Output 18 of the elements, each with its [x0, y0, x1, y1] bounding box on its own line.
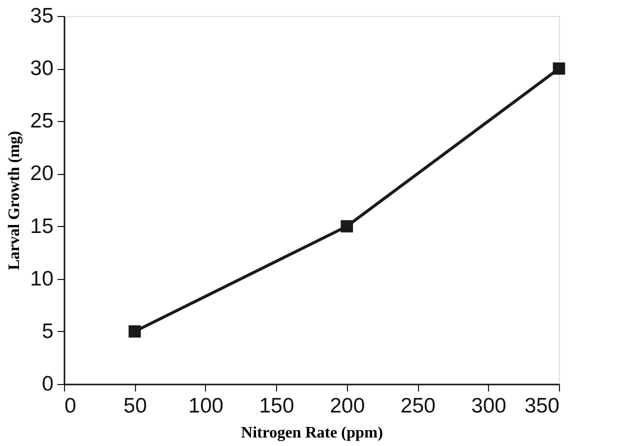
- x-axis-title: Nitrogen Rate (ppm): [241, 424, 383, 442]
- y-tick-label: 35: [30, 4, 54, 28]
- x-tick-label: 200: [330, 394, 365, 418]
- y-tick-label: 0: [42, 372, 54, 396]
- y-tick-label: 30: [30, 57, 54, 80]
- x-tick-label: 50: [124, 394, 147, 418]
- y-tick-label: 5: [42, 320, 54, 343]
- x-tick-label: 350: [524, 394, 560, 418]
- x-tick-label: 100: [188, 394, 224, 418]
- x-tick-label: 0: [64, 394, 76, 418]
- y-tick-label: 15: [30, 214, 54, 238]
- x-tick-label: 300: [471, 394, 506, 418]
- y-tick-label: 10: [30, 267, 54, 290]
- x-tick-label: 150: [259, 394, 294, 418]
- y-tick-label: 20: [30, 162, 54, 186]
- y-tick-label: 25: [30, 110, 54, 133]
- y-axis-title: Larval Growth (mg): [6, 130, 24, 270]
- x-tick-label: 250: [400, 394, 436, 418]
